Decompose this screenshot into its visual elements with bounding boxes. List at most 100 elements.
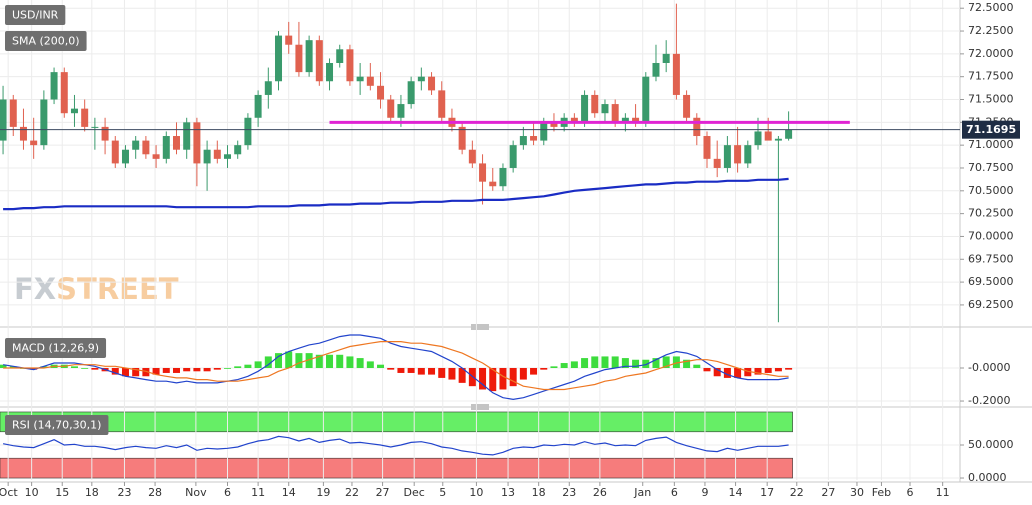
candle-body: [785, 129, 793, 139]
macd-histogram-bar: [764, 367, 772, 373]
candle-body: [0, 99, 7, 141]
macd-histogram-bar: [560, 363, 568, 368]
sma-line: [3, 177, 789, 211]
x-tick-label: 27: [821, 486, 835, 499]
macd-histogram-bar: [9, 366, 17, 368]
candle-body: [19, 126, 27, 141]
x-tick-label: 5: [439, 486, 446, 499]
x-tick-label: 10: [469, 486, 483, 499]
rsi-band: [0, 411, 793, 433]
candle-body: [30, 140, 38, 146]
last-price-label: 71.1695: [966, 123, 1016, 136]
macd-histogram-bar: [509, 367, 517, 387]
y-tick-label: -0.2000: [968, 394, 1010, 407]
candle-body: [315, 40, 323, 82]
x-tick-label: 30: [850, 486, 864, 499]
macd-histogram-bar: [203, 367, 211, 372]
resize-handle[interactable]: [471, 324, 489, 330]
x-tick-label: 6: [671, 486, 678, 499]
macd-histogram-bar: [723, 367, 731, 378]
macd-histogram-bar: [70, 366, 78, 368]
candle-body: [366, 76, 374, 86]
legend-bg: [5, 338, 107, 358]
macd-histogram-bar: [81, 367, 89, 369]
x-tick-label: 6: [907, 486, 914, 499]
macd-histogram-bar: [703, 367, 711, 372]
candle-body: [377, 85, 385, 100]
candle-body: [652, 62, 660, 77]
candle-body: [693, 117, 701, 137]
candle-body: [152, 154, 160, 159]
candle-body: [285, 35, 293, 45]
candle-body: [591, 94, 599, 114]
candle-body: [764, 131, 772, 141]
candle-body: [479, 163, 487, 182]
candle-body: [530, 136, 538, 141]
y-tick-label: 70.2500: [968, 207, 1014, 220]
legend-text: USD/INR: [12, 9, 59, 22]
macd-histogram-bar: [91, 367, 99, 370]
y-tick-label: 72.5000: [968, 1, 1014, 14]
x-tick-label: 23: [562, 486, 576, 499]
x-tick-label: 9: [701, 486, 708, 499]
y-tick-label: 70.7500: [968, 161, 1014, 174]
x-tick-label: 11: [936, 486, 950, 499]
macd-histogram-bar: [254, 361, 262, 368]
candle-body: [642, 76, 650, 123]
watermark-fx: FX: [14, 272, 56, 306]
y-tick-label: 50.0000: [968, 438, 1014, 451]
macd-histogram-bar: [295, 353, 303, 368]
candle-body: [91, 126, 99, 128]
macd-histogram-bar: [264, 356, 272, 368]
candle-body: [621, 117, 629, 123]
candle-body: [254, 94, 262, 118]
macd-histogram-bar: [407, 367, 415, 373]
candle-body: [774, 138, 782, 141]
macd-histogram-bar: [183, 367, 191, 372]
marks: [0, 3, 960, 456]
grid: [0, 0, 960, 480]
macd-histogram-bar: [652, 358, 660, 368]
macd-histogram-bar: [591, 356, 599, 368]
macd-histogram-bar: [417, 367, 425, 375]
candle-body: [234, 145, 242, 155]
legend-box: MACD (12,26,9): [5, 338, 107, 358]
candle-body: [428, 76, 436, 91]
x-tick-label: 15: [55, 486, 69, 499]
legend-text: MACD (12,26,9): [12, 342, 99, 355]
macd-histogram-bar: [172, 367, 180, 373]
macd-histogram-bar: [632, 359, 640, 368]
candle-body: [744, 145, 752, 164]
macd-histogram-bar: [672, 356, 680, 368]
candle-body: [662, 53, 670, 63]
macd-histogram-bar: [785, 367, 793, 370]
macd-histogram-bar: [377, 364, 385, 368]
x-tick-label: Dec: [404, 486, 425, 499]
candle-body: [683, 94, 691, 118]
candle-body: [60, 72, 68, 114]
last-price-box: [962, 120, 1020, 139]
macd-histogram-bar: [581, 358, 589, 368]
x-tick-label: 14: [729, 486, 743, 499]
x-tick-label: 11: [251, 486, 265, 499]
x-tick-label: 27: [376, 486, 390, 499]
macd-histogram-bar: [30, 367, 38, 370]
legend-text: SMA (200,0): [12, 35, 80, 48]
macd-histogram-bar: [0, 364, 7, 368]
candle-body: [601, 104, 609, 114]
candle-body: [81, 108, 89, 127]
macd-histogram-bar: [530, 367, 538, 375]
y-tick-label: 71.7500: [968, 70, 1014, 83]
x-tick-label: 14: [282, 486, 296, 499]
macd-histogram-bar: [642, 359, 650, 368]
legend-box: RSI (14,70,30,1): [5, 415, 109, 435]
macd-line: [3, 341, 789, 391]
x-tick-label: Feb: [872, 486, 891, 499]
y-tick-label: 71.5000: [968, 93, 1014, 106]
resize-handle[interactable]: [471, 404, 489, 410]
macd-histogram-bar: [713, 367, 721, 377]
candle-body: [172, 136, 180, 150]
candle-body: [489, 181, 497, 187]
macd-histogram-bar: [356, 358, 364, 368]
candle-body: [295, 44, 303, 73]
